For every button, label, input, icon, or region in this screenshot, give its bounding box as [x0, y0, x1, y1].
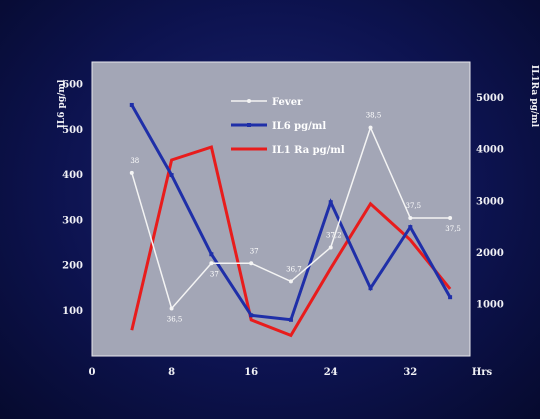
- x-tick-label: 0: [89, 367, 96, 378]
- y-right-tick-label: 5000: [476, 93, 504, 104]
- legend-marker: [247, 123, 251, 127]
- data-point-fever: [328, 245, 333, 250]
- y-left-tick-label: 200: [62, 261, 83, 272]
- y-right-tick-label: 2000: [476, 248, 504, 259]
- x-tick-label: 24: [324, 367, 338, 378]
- data-label: 36,5: [167, 316, 183, 324]
- x-tick-label: 32: [403, 367, 417, 378]
- x-tick-label: 8: [168, 367, 175, 378]
- data-label: 38: [130, 157, 139, 165]
- y-left-tick-label: 600: [62, 80, 83, 91]
- legend: Fever IL6 pg/ml IL1 Ra pg/ml: [231, 97, 345, 156]
- y-right-tick-label: 1000: [476, 299, 504, 310]
- axis-ticks: 0 8 16 24 32 100 200 300 400 500 600 1000 2000 3000 40…: [62, 80, 504, 378]
- series-line-il1-ra-pg-ml: [130, 145, 452, 338]
- data-point-fever: [288, 279, 293, 284]
- data-point-il6-pg-ml: [129, 102, 134, 107]
- data-point-fever: [169, 306, 174, 311]
- data-point-fever: [249, 261, 254, 266]
- data-label: 36,7: [286, 265, 302, 273]
- data-point-il6-pg-ml: [288, 317, 293, 322]
- data-point-il6-pg-ml: [209, 252, 214, 257]
- data-point-il6-pg-ml: [368, 286, 373, 291]
- y-right-tick-label: 3000: [476, 196, 504, 207]
- data-label: 37,5: [445, 225, 461, 233]
- legend-label: IL6 pg/ml: [272, 121, 326, 132]
- x-axis-label: Hrs: [472, 367, 493, 378]
- data-point-il6-pg-ml: [328, 200, 333, 205]
- data-point-fever: [368, 125, 373, 130]
- legend-label: IL1 Ra pg/ml: [272, 145, 345, 156]
- y-right-axis-label: IL1Ra pg/ml: [529, 65, 539, 128]
- y-left-tick-label: 300: [62, 215, 83, 226]
- data-label: 37: [250, 247, 259, 255]
- data-label: 38,5: [366, 112, 382, 120]
- y-left-tick-label: 500: [62, 125, 83, 136]
- data-point-fever: [129, 170, 134, 175]
- data-point-il6-pg-ml: [448, 295, 453, 300]
- data-point-fever: [408, 216, 413, 221]
- y-left-tick-label: 100: [62, 306, 83, 317]
- legend-label: Fever: [272, 97, 303, 108]
- data-label: 37,2: [326, 231, 342, 239]
- data-label: 37: [210, 270, 219, 278]
- legend-marker: [247, 99, 251, 103]
- x-tick-label: 16: [244, 367, 258, 378]
- y-left-tick-label: 400: [62, 170, 83, 181]
- series-lines: 38 36,5 37 37 36,7 37,2 38,5 37,5 37,5: [129, 102, 461, 338]
- data-point-il6-pg-ml: [249, 313, 254, 318]
- data-point-fever: [448, 216, 453, 221]
- y-right-tick-label: 4000: [476, 145, 504, 156]
- data-label: 37,5: [406, 202, 422, 210]
- data-point-il6-pg-ml: [169, 173, 174, 178]
- y-left-axis-label: IL6 pg/ml: [57, 79, 67, 128]
- data-point-il6-pg-ml: [408, 225, 413, 230]
- data-point-fever: [209, 261, 214, 266]
